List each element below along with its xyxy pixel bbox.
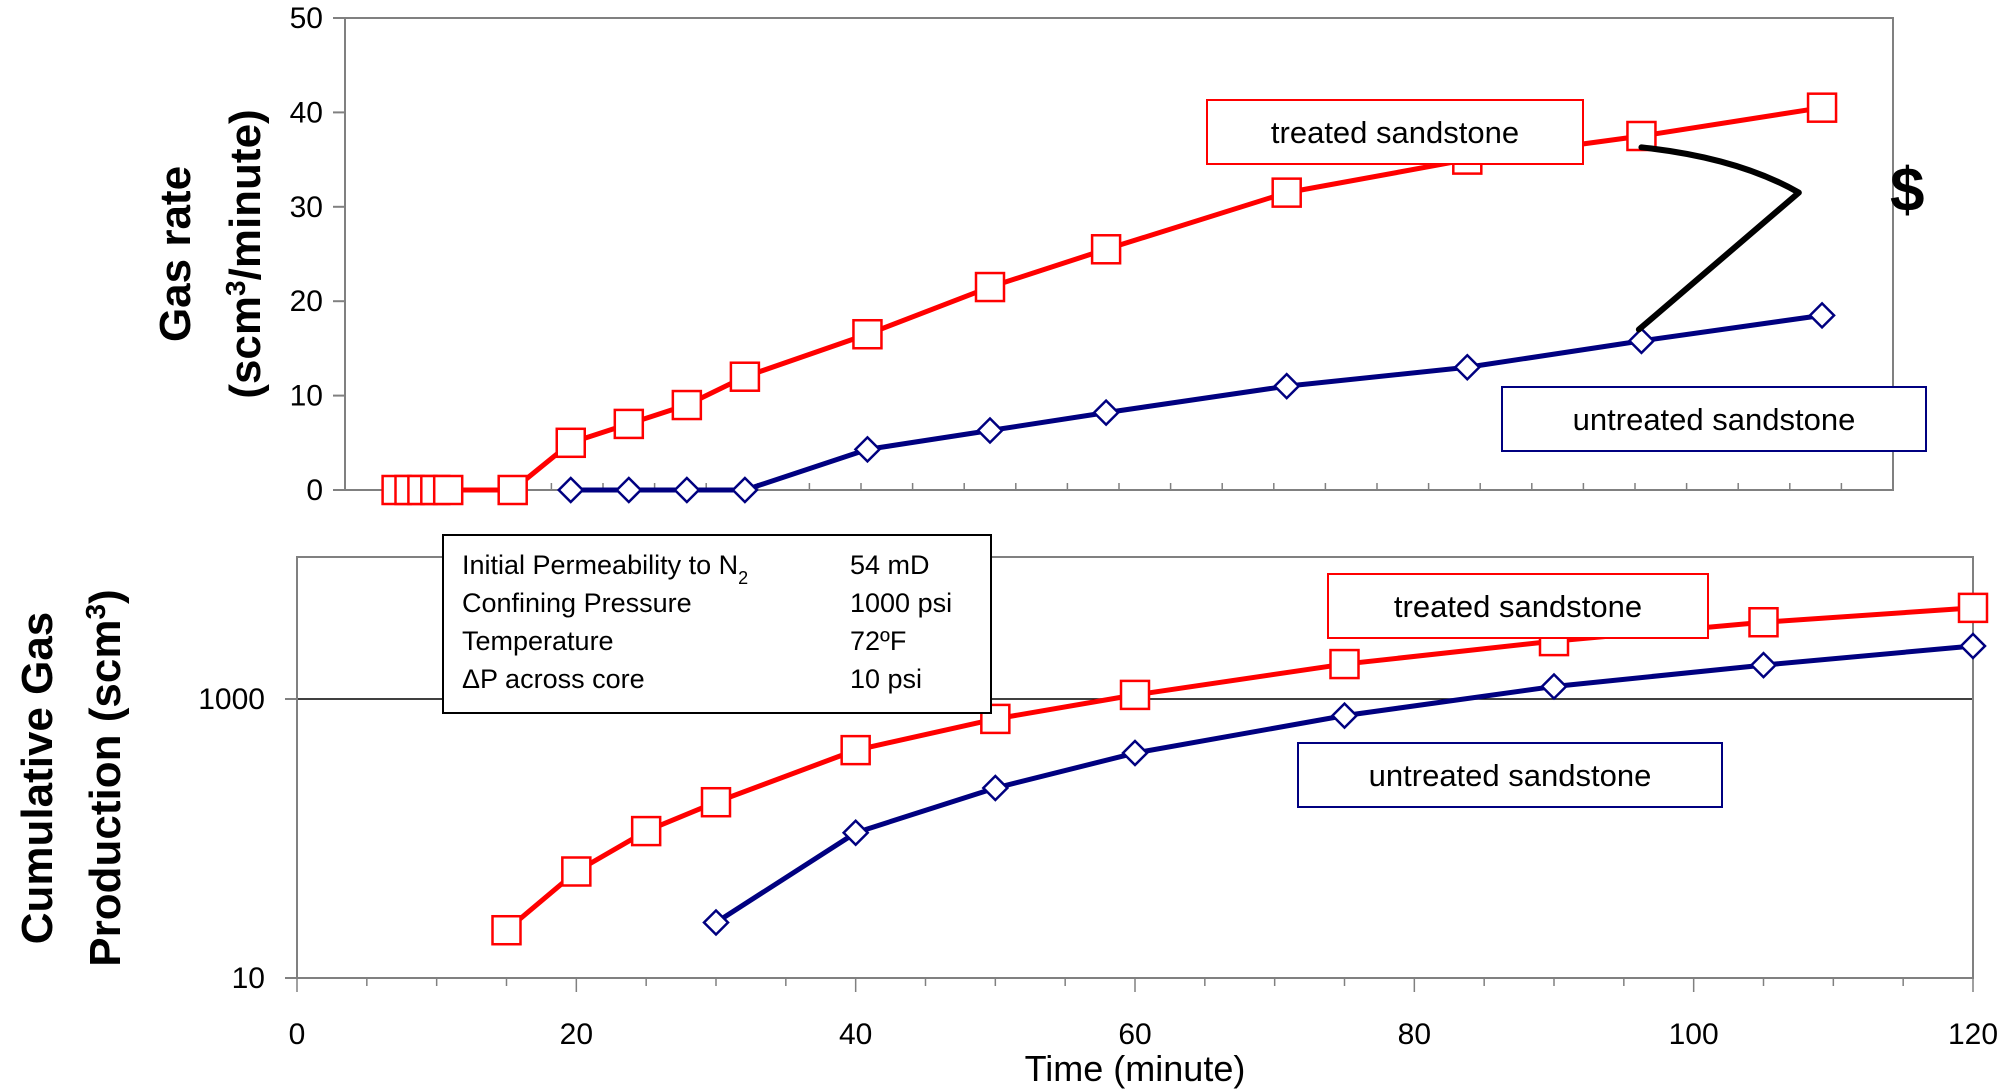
cumulative-square-marker: [700, 786, 732, 818]
gas-rate-square-marker: [974, 271, 1006, 303]
time-xlabel: Time (minute): [1025, 1048, 1246, 1089]
cumulative-ylabel-line1: Cumulative Gas: [13, 612, 62, 945]
cumulative-production-chart: 10 1000 0 20 40 60 80 100 120 Cumulative Gas Pro…: [13, 534, 1998, 1089]
cumulative-square-marker: [1119, 679, 1151, 711]
cumulative-diamond-marker: [1330, 701, 1359, 730]
cumulative-legend-treated: treated sandstone: [1327, 573, 1709, 639]
info-row-label: Confining Pressure: [462, 588, 692, 618]
info-row-label: Initial Permeability to N2: [462, 550, 748, 588]
gas-rate-legend-treated-label: treated sandstone: [1271, 115, 1519, 150]
cumulative-diamond-marker: [1959, 632, 1987, 660]
gas-rate-diamond-marker: [556, 476, 585, 504]
cumulative-legend-treated-label: treated sandstone: [1394, 589, 1642, 624]
cumulative-xtick-label: 60: [1118, 1018, 1151, 1051]
gas-rate-chart: 0 10 20 30 40 50 Gas rate (scm3/minute) treat…: [151, 2, 1927, 507]
info-row-label: Temperature: [462, 626, 614, 656]
gas-rate-legend-untreated-frame: [1501, 386, 1927, 452]
info-row-value: 1000 psi: [850, 588, 952, 618]
gas-rate-ytick-label: 20: [290, 285, 323, 318]
gas-rate-diamond-marker: [673, 476, 701, 504]
gas-rate-ylabel-line2: (scm3/minute): [220, 109, 271, 398]
cumulative-diamond-marker: [981, 774, 1010, 802]
cumulative-diamond-marker: [1121, 739, 1149, 767]
info-row-value: 54 mD: [850, 550, 930, 580]
cumulative-diamond-marker: [1540, 672, 1568, 701]
gas-rate-square-marker: [432, 474, 464, 506]
gas-rate-ytick-label: 40: [290, 96, 323, 129]
cumulative-legend-untreated-label: untreated sandstone: [1369, 758, 1652, 793]
cumulative-series-diamond: [702, 632, 1987, 937]
gas-rate-diamond-marker: [1453, 353, 1482, 382]
cumulative-square-marker: [840, 734, 871, 766]
gas-rate-square-marker: [555, 427, 586, 459]
cumulative-xtick-label: 120: [1948, 1018, 1998, 1051]
cumulative-square-marker: [561, 856, 592, 887]
cumulative-xtick-label: 80: [1398, 1018, 1431, 1051]
gas-rate-diamond-marker: [1808, 301, 1836, 330]
cumulative-square-marker: [491, 914, 522, 946]
cumulative-xtick-label: 40: [839, 1018, 872, 1051]
gas-rate-diamond-marker: [1092, 398, 1120, 427]
cumulative-square-marker: [1748, 606, 1779, 638]
info-box-frame: [442, 534, 992, 714]
gas-rate-square-marker: [497, 474, 528, 506]
cumulative-ylabel-line2: Production (scm3): [80, 589, 131, 966]
gas-rate-series-diamond: [556, 301, 1836, 504]
cumulative-xtick-label: 0: [289, 1018, 306, 1051]
gas-rate-series-square: [381, 92, 1838, 506]
gas-rate-square-marker: [852, 318, 883, 350]
cumulative-square-marker: [1957, 592, 1989, 624]
gas-rate-ytick-label: 30: [290, 191, 323, 224]
gas-rate-square-marker: [671, 389, 703, 421]
gas-rate-ylabel-line1: Gas rate: [151, 166, 200, 342]
gas-rate-square-marker: [1806, 92, 1838, 123]
cumulative-ytick-label: 10: [232, 962, 265, 995]
savings-bracket: [1635, 144, 1802, 333]
cumulative-diamond-marker: [841, 818, 870, 847]
test-conditions-box: Initial Permeability to N2 54 mD Confining…: [442, 534, 992, 714]
cumulative-xtick-label: 100: [1669, 1018, 1719, 1051]
gas-rate-ytick-label: 50: [290, 2, 323, 35]
gas-rate-diamond-marker: [731, 476, 759, 504]
cumulative-ytick-label: 1000: [198, 683, 265, 716]
gas-rate-legend-treated-frame: [1206, 99, 1584, 165]
gas-rate-diamond-marker: [976, 416, 1004, 445]
cumulative-diamond-marker: [1749, 651, 1778, 679]
info-row-value: 10 psi: [850, 664, 922, 694]
info-row-label: ΔP across core: [462, 664, 645, 694]
cumulative-line-diamond: [714, 643, 1974, 925]
gas-rate-square-marker: [613, 408, 645, 440]
cumulative-legend-untreated: untreated sandstone: [1297, 742, 1723, 808]
cumulative-diamond-marker: [702, 908, 730, 937]
gas-rate-diamond-marker: [1627, 327, 1656, 355]
gas-rate-square-marker: [1090, 234, 1122, 265]
gas-rate-square-marker: [1271, 177, 1302, 208]
cumulative-xtick-label: 20: [560, 1018, 593, 1051]
gas-rate-diamond-marker: [853, 435, 882, 464]
gas-rate-ytick-label: 0: [306, 474, 323, 507]
gas-rate-square-marker: [729, 361, 761, 392]
gas-rate-legend-untreated-label: untreated sandstone: [1573, 402, 1856, 437]
gas-rate-legend-treated: treated sandstone: [1206, 99, 1584, 165]
cumulative-square-marker: [1329, 648, 1360, 680]
gas-rate-ytick-label: 10: [290, 380, 323, 413]
gas-rate-diamond-marker: [615, 476, 643, 504]
cumulative-legend-untreated-frame: [1297, 742, 1723, 808]
gas-rate-diamond-marker: [1272, 372, 1301, 400]
info-row-value: 72ºF: [850, 626, 906, 656]
cumulative-legend-treated-frame: [1327, 573, 1709, 639]
gas-rate-legend-untreated: untreated sandstone: [1501, 386, 1927, 452]
savings-dollar-sign: $: [1890, 156, 1924, 225]
cumulative-square-marker: [630, 815, 662, 847]
